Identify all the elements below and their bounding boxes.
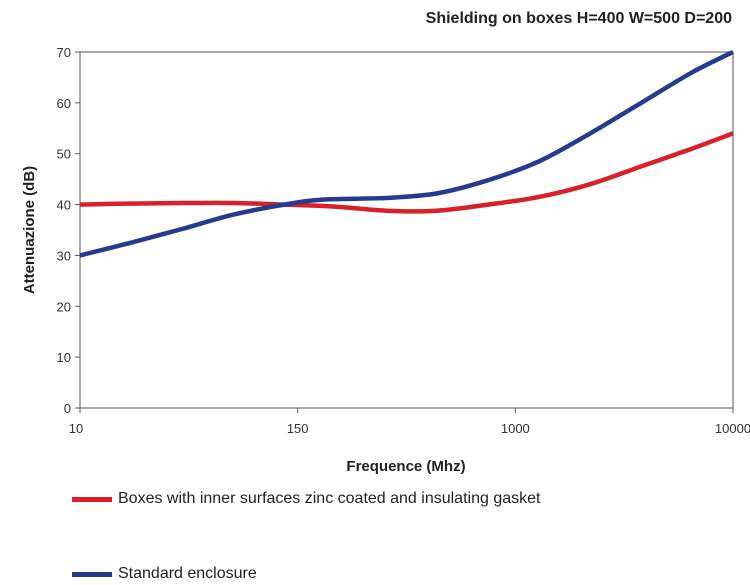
y-axis-label: Attenuazione (dB) [21, 166, 38, 294]
x-axis: 10 150 1000 10000 [69, 408, 750, 436]
legend-label-zinc-coated: Boxes with inner surfaces zinc coated an… [118, 490, 541, 507]
y-tick-label: 50 [57, 147, 71, 162]
series-lines [79, 49, 735, 258]
legend-item-zinc-coated: Boxes with inner surfaces zinc coated an… [72, 490, 540, 508]
y-tick-label: 20 [57, 299, 71, 314]
x-tick-label: 150 [287, 421, 309, 436]
x-axis-label: Frequence (Mhz) [346, 458, 465, 475]
plot-area [79, 51, 734, 409]
y-tick-label: 0 [64, 401, 71, 416]
legend-swatch-blue [72, 571, 112, 577]
y-tick-label: 40 [57, 198, 71, 213]
legend-label-standard-enclosure: Standard enclosure [118, 565, 257, 582]
y-tick-label: 60 [57, 96, 71, 111]
y-tick-label: 30 [57, 248, 71, 263]
legend-item-standard-enclosure: Standard enclosure [72, 565, 257, 583]
y-tick-label: 70 [57, 45, 71, 60]
x-tick-label: 10000 [715, 421, 750, 436]
y-tick-label: 10 [57, 350, 71, 365]
chart-title: Shielding on boxes H=400 W=500 D=200 [426, 10, 732, 27]
series-line-zinc-coated [79, 131, 734, 214]
legend-swatch-red [72, 496, 112, 502]
x-tick-label: 1000 [501, 421, 530, 436]
y-axis: 0 10 20 30 40 50 60 70 [57, 45, 80, 416]
x-tick-label: 10 [69, 421, 83, 436]
series-line-standard-enclosure [79, 49, 735, 258]
